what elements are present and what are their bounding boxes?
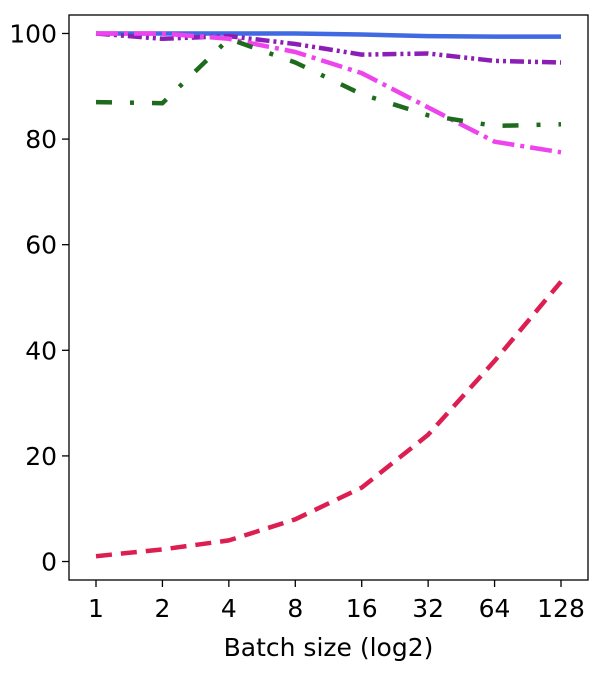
x-tick-label: 4 xyxy=(221,594,237,623)
x-tick-label: 1 xyxy=(88,594,104,623)
plot-frame xyxy=(68,14,589,581)
x-tick-label: 64 xyxy=(479,594,511,623)
y-tick-label: 100 xyxy=(9,19,57,48)
x-tick-label: 8 xyxy=(287,594,303,623)
y-axis: 0 20 40 60 80 100 xyxy=(9,19,69,577)
y-tick-label: 20 xyxy=(25,442,57,471)
x-axis-title: Batch size (log2) xyxy=(224,633,434,662)
series-line-5 xyxy=(95,280,563,559)
series-line-2 xyxy=(95,31,562,65)
y-tick-label: 80 xyxy=(25,125,57,154)
series-line-3 xyxy=(96,31,562,155)
x-tick-label: 16 xyxy=(346,594,378,623)
x-tick-label: 2 xyxy=(154,594,170,623)
series-line-4 xyxy=(95,36,562,129)
x-tick-label: 32 xyxy=(412,594,444,623)
y-tick-label: 0 xyxy=(41,548,57,577)
x-axis: 1 2 4 8 16 32 64 128 xyxy=(88,580,585,623)
series-lines xyxy=(95,31,563,559)
y-tick-label: 40 xyxy=(25,336,57,365)
y-tick-label: 60 xyxy=(25,231,57,260)
x-tick-label: 128 xyxy=(537,594,585,623)
